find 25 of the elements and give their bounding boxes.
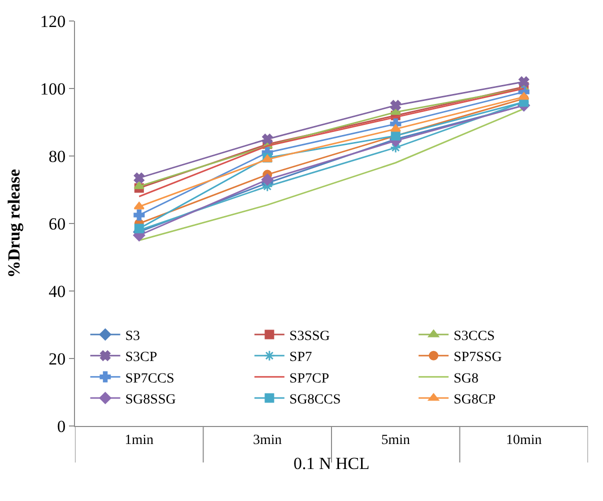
x-tick-label: 3min [252,432,282,448]
y-tick-label: 20 [48,349,66,368]
legend-label: SG8CP [454,392,496,408]
legend-label: S3CP [125,350,158,366]
y-tick-label: 100 [40,79,66,98]
x-tick-label: 5min [381,432,410,448]
legend-label: SP7CCS [125,371,174,386]
x-tick-label: 1min [124,432,154,448]
x-axis-title: 0.1 N HCL [293,454,370,474]
legend-label: SG8SSG [125,392,176,408]
legend-label: SG8 [454,371,478,386]
legend-label: SG8CCS [289,392,341,408]
y-tick-label: 60 [48,214,66,234]
y-tick-label: 120 [40,12,66,31]
legend-label: S3 [125,328,140,344]
y-axis-title: %Drug release [4,168,24,278]
legend-label: SP7 [289,350,312,366]
legend-label: SP7SSG [454,350,502,366]
legend-label: S3CCS [454,328,495,344]
y-tick-label: 40 [48,282,66,301]
y-tick-label: 0 [57,416,66,436]
y-tick-label: 80 [48,146,66,166]
x-tick-label: 10min [506,432,542,448]
legend-label: SP7CP [289,371,330,386]
legend-label: S3SSG [289,328,330,344]
